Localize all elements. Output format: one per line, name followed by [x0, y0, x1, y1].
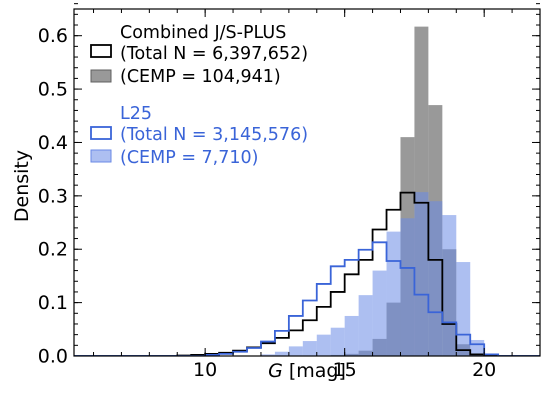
y-axis-label: Density	[11, 150, 33, 222]
l25-cemp-histogram	[260, 192, 485, 356]
legend-l25-total-swatch	[90, 126, 112, 140]
legend-combined-title: Combined J/S-PLUS	[120, 23, 286, 43]
l25-cemp-bar	[372, 270, 387, 356]
axis-tick-labels: 10 15 20 0.0 0.1 0.2 0.3 0.4 0.5 0.6	[38, 25, 497, 381]
l25-cemp-bar	[344, 315, 359, 356]
x-tick-label: 10	[193, 359, 217, 381]
x-axis-label-symbol: G	[268, 360, 283, 382]
legend-l25-cemp: (CEMP = 7,710)	[120, 148, 258, 168]
l25-total-step-line	[74, 241, 540, 356]
y-tick-label: 0.0	[38, 346, 68, 368]
legend-l25-total: (Total N = 3,145,576)	[120, 125, 308, 145]
l25-cemp-bar	[274, 351, 289, 356]
legend-entry-combined: Combined J/S-PLUS (Total N = 6,397,652) …	[90, 23, 308, 87]
legend-entry-l25: L25 (Total N = 3,145,576) (CEMP = 7,710)	[90, 104, 308, 168]
l25-cemp-bar	[330, 327, 345, 356]
y-tick-label: 0.1	[38, 292, 68, 314]
plot-area-frame	[73, 8, 541, 357]
x-axis-label: G [mag]	[268, 360, 346, 382]
legend-l25-cemp-swatch	[90, 149, 112, 163]
x-axis-label-unit: [mag]	[289, 360, 346, 382]
l25-cemp-bar	[442, 215, 457, 356]
x-tick-label: 15	[333, 359, 357, 381]
l25-cemp-bar	[414, 192, 429, 356]
y-tick-label: 0.2	[38, 239, 68, 261]
l25-cemp-bar	[386, 231, 401, 356]
l25-cemp-bar	[400, 218, 415, 356]
l25-cemp-bar	[288, 346, 303, 356]
l25-cemp-bar	[456, 262, 471, 356]
legend-combined-cemp: (CEMP = 104,941)	[120, 67, 281, 87]
l25-cemp-bar	[302, 341, 317, 356]
y-tick-label: 0.4	[38, 132, 68, 154]
l25-cemp-bar	[260, 354, 275, 356]
y-tick-label: 0.5	[38, 79, 68, 101]
l25-cemp-bar	[428, 201, 443, 356]
y-tick-label: 0.3	[38, 185, 68, 207]
legend: Combined J/S-PLUS (Total N = 6,397,652) …	[90, 23, 308, 168]
l25-cemp-bar	[358, 295, 373, 356]
x-tick-label: 20	[472, 359, 496, 381]
legend-combined-cemp-swatch	[90, 69, 112, 83]
l25-cemp-bar	[316, 334, 331, 356]
legend-combined-total-swatch	[90, 44, 112, 58]
axis-ticks	[74, 3, 541, 357]
legend-combined-total: (Total N = 6,397,652)	[120, 44, 308, 64]
legend-l25-title: L25	[120, 104, 152, 124]
y-tick-label: 0.6	[38, 25, 68, 47]
